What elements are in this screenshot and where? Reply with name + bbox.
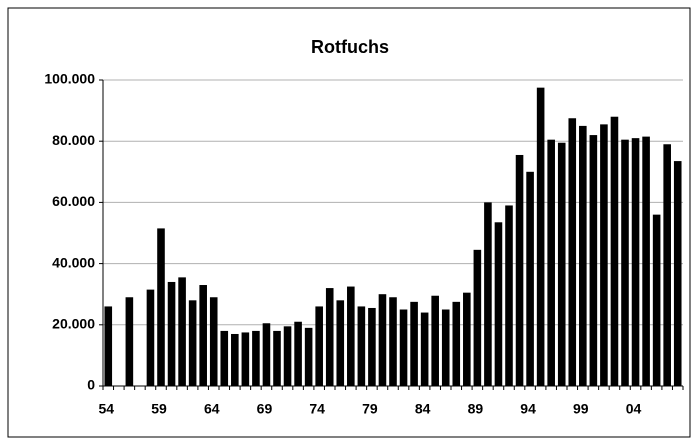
bar: [621, 139, 629, 386]
bar: [526, 171, 534, 386]
bar: [589, 135, 598, 386]
bar: [199, 285, 207, 386]
y-tick-label: 40.000: [52, 254, 95, 270]
x-tick-label: 84: [415, 401, 431, 417]
x-tick-label: 69: [257, 401, 273, 417]
bar: [104, 306, 113, 386]
y-tick-label: 80.000: [52, 132, 95, 148]
y-tick-label: 100.000: [44, 71, 95, 87]
bar: [336, 300, 345, 386]
bar: [178, 277, 186, 386]
bar: [125, 297, 134, 386]
bar: [389, 297, 397, 386]
bar: [484, 202, 492, 386]
bar: [283, 326, 292, 386]
bar: [220, 330, 229, 386]
bar: [673, 161, 682, 386]
x-tick-label: 54: [98, 401, 114, 417]
bar: [262, 323, 271, 386]
chart-title: Rotfuchs: [311, 37, 389, 57]
x-tick-label: 59: [151, 401, 167, 417]
bar: [294, 321, 302, 386]
bar: [146, 289, 155, 386]
bar: [347, 286, 355, 386]
bar: [642, 136, 650, 386]
bar: [505, 205, 513, 386]
x-tick-label: 94: [520, 401, 536, 417]
bar: [420, 312, 429, 386]
x-tick-label: 64: [204, 401, 220, 417]
bar: [473, 249, 482, 386]
x-tick-label: 99: [573, 401, 589, 417]
bar: [441, 309, 450, 386]
bar: [600, 124, 608, 387]
bar: [452, 301, 461, 386]
bar: [610, 116, 619, 386]
bar: [557, 142, 566, 386]
bar: [157, 228, 165, 386]
bar: [209, 297, 218, 386]
bar: [568, 118, 577, 386]
bar: [399, 309, 408, 386]
bar: [378, 294, 387, 386]
bar: [315, 306, 323, 386]
bar: [431, 295, 439, 386]
bar: [410, 301, 418, 386]
bar: [241, 332, 250, 386]
bar: [536, 87, 545, 387]
bar: [515, 154, 524, 386]
bar: [188, 300, 197, 386]
x-tick-label: 89: [468, 401, 484, 417]
bar: [547, 139, 555, 386]
y-tick-label: 20.000: [52, 316, 95, 332]
bar: [494, 222, 503, 386]
bar: [304, 327, 313, 386]
bar: [273, 330, 281, 386]
x-tick-label: 04: [626, 401, 642, 417]
bar: [652, 214, 661, 386]
bar: [368, 307, 376, 386]
bar: [663, 144, 671, 386]
bar: [167, 281, 176, 386]
bar: [252, 330, 260, 386]
x-tick-label: 79: [362, 401, 378, 417]
bar: [231, 333, 239, 386]
bar: [631, 138, 640, 386]
bar: [463, 292, 471, 386]
x-tick-label: 74: [309, 401, 325, 417]
y-tick-label: 60.000: [52, 193, 95, 209]
bar: [579, 125, 587, 387]
y-tick-label: 0: [87, 377, 95, 393]
bar: [357, 306, 366, 386]
bar: [325, 288, 334, 386]
